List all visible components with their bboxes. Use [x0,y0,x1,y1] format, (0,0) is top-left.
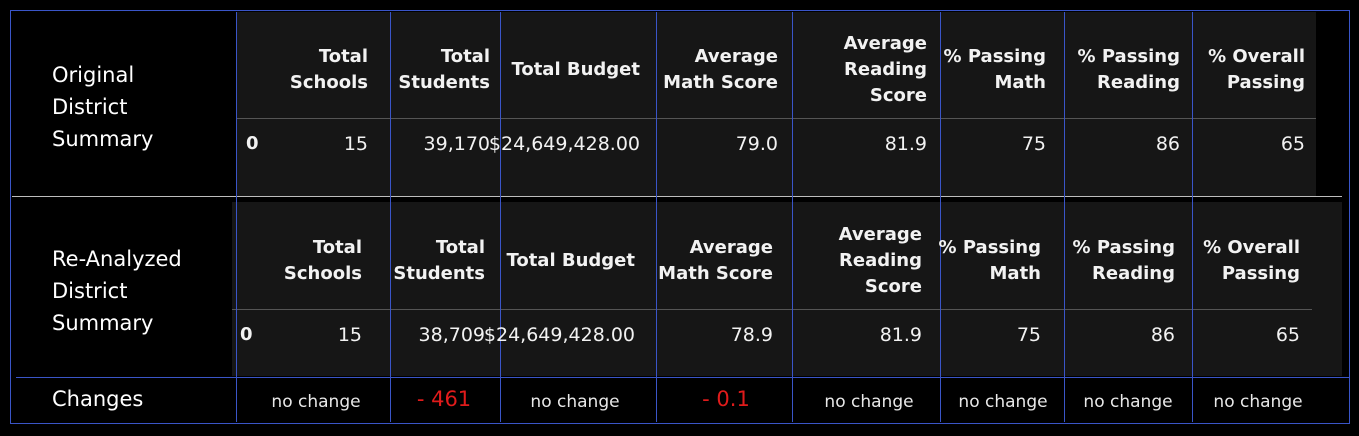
reanalyzed-header-3: Average Math Score [658,237,773,284]
column-divider [390,12,391,422]
reanalyzed-value-0: 15 [337,324,362,346]
original-value-5: 75 [1021,133,1046,155]
reanalyzed-header-rule [232,309,1312,310]
reanalyzed-value-2: $24,649,428.00 [483,324,635,346]
original-header-0: Total Schools [289,46,368,93]
reanalyzed-header-6: % Passing Reading [1072,237,1175,284]
original-header-5: % Passing Math [943,46,1046,93]
original-header-3: Average Math Score [663,46,778,93]
original-value-3: 79.0 [735,133,778,155]
changes-top-border [16,377,1350,378]
original-header-1: Total Students [398,46,490,93]
changes-label: Changes [52,387,144,411]
reanalyzed-value-7: 65 [1275,324,1300,346]
original-value-0: 15 [343,133,368,155]
original-header-6: % Passing Reading [1077,46,1180,93]
section-divider [12,196,1342,197]
change-value-5: no change [958,392,1048,412]
column-divider [236,12,237,422]
reanalyzed-summary-table [232,202,1342,376]
column-divider [940,12,941,422]
change-value-3: - 0.1 [702,387,750,411]
reanalyzed-value-1: 38,709 [418,324,485,346]
reanalyzed-value-5: 75 [1016,324,1041,346]
column-divider [656,12,657,422]
reanalyzed-header-4: Average Reading Score [838,224,922,297]
reanalyzed-value-6: 86 [1150,324,1175,346]
column-divider [1192,12,1193,422]
reanalyzed-summary-label: Re-Analyzed District Summary [52,247,182,335]
original-header-7: % Overall Passing [1208,46,1305,93]
column-divider [500,12,501,422]
original-value-4: 81.9 [884,133,927,155]
original-row-index: 0 [246,133,259,154]
original-value-2: $24,649,428.00 [488,133,640,155]
reanalyzed-row-index: 0 [240,324,253,345]
original-value-6: 86 [1155,133,1180,155]
original-header-2: Total Budget [511,59,640,80]
change-value-4: no change [824,392,914,412]
original-header-4: Average Reading Score [843,33,927,106]
reanalyzed-header-5: % Passing Math [938,237,1041,284]
reanalyzed-header-2: Total Budget [506,250,635,271]
original-summary-table [236,12,1316,196]
reanalyzed-header-7: % Overall Passing [1203,237,1300,284]
change-value-7: no change [1213,392,1303,412]
column-divider [792,12,793,422]
change-value-2: no change [530,392,620,412]
original-summary-label: Original District Summary [52,63,154,151]
change-value-0: no change [271,392,361,412]
original-header-rule [236,118,1316,119]
reanalyzed-value-3: 78.9 [730,324,773,346]
original-value-7: 65 [1280,133,1305,155]
column-divider [1064,12,1065,422]
reanalyzed-header-1: Total Students [393,237,485,284]
reanalyzed-header-0: Total Schools [283,237,362,284]
change-value-6: no change [1083,392,1173,412]
original-value-1: 39,170 [423,133,490,155]
reanalyzed-value-4: 81.9 [879,324,922,346]
change-value-1: - 461 [416,387,472,411]
